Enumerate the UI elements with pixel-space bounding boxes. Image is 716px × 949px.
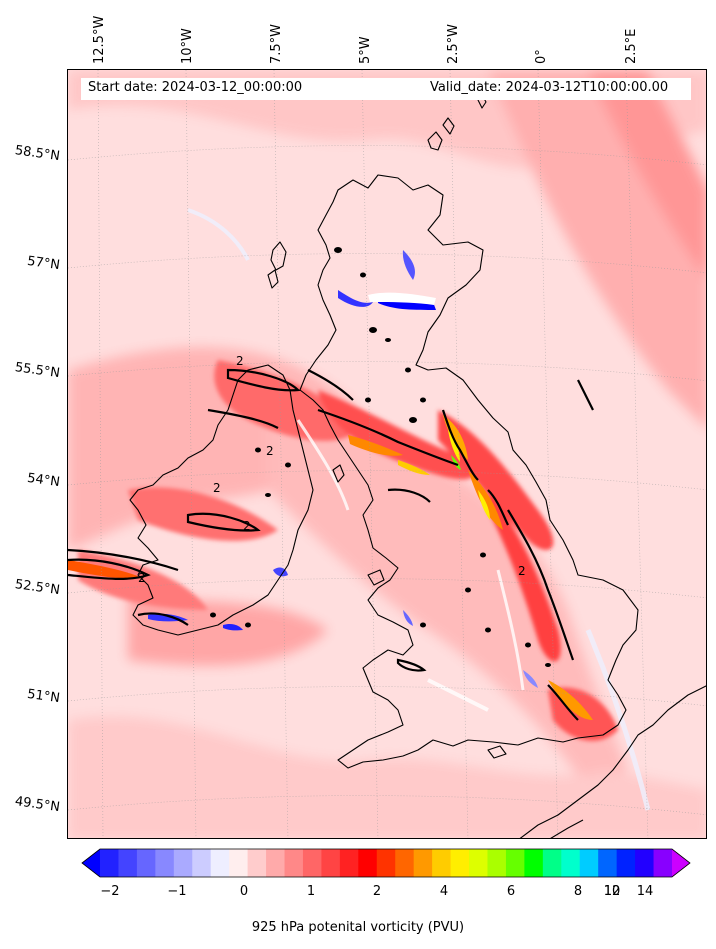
colorbar-segment — [413, 849, 433, 877]
colorbar-extend-min — [82, 849, 100, 877]
colorbar-segment — [339, 849, 359, 877]
colorbar-tick-label: 4 — [439, 884, 449, 899]
colorbar-segment — [118, 849, 138, 877]
start-date: Start date: 2024-03-12_00:00:00 — [88, 80, 303, 95]
colorbar-tick-label: −1 — [167, 884, 187, 899]
colorbar-segment — [579, 849, 599, 877]
lat-label-57n: 57°N — [26, 253, 61, 274]
colorbar-tick-label: 10 — [603, 884, 621, 899]
colorbar-extend-max — [672, 849, 690, 877]
colorbar-outline — [81, 848, 691, 878]
lat-label-54n: 54°N — [26, 470, 61, 491]
map-panel: 2 2 2 2 2 2 Start date: 2024-03-12_00:00… — [67, 69, 707, 839]
contour-label: 2 — [518, 564, 526, 578]
colorbar-segment — [284, 849, 304, 877]
colorbar-segment — [321, 849, 341, 877]
colorbar-segment — [524, 849, 544, 877]
colorbar-segment — [210, 849, 230, 877]
lon-label-2.5w: 2.5°W — [446, 23, 461, 64]
contour-label: 2 — [236, 354, 244, 368]
colorbar-tick-label: 1 — [306, 884, 316, 899]
lon-label-10w: 10°W — [180, 28, 195, 64]
colorbar-segment — [358, 849, 378, 877]
colorbar-tick-label: 0 — [239, 884, 249, 899]
colorbar-segment — [266, 849, 286, 877]
colorbar-segment — [247, 849, 267, 877]
lon-label-7.5w: 7.5°W — [269, 23, 284, 64]
lat-label-49.5n: 49.5°N — [13, 794, 61, 816]
colorbar-segment — [302, 849, 322, 877]
colorbar-segment — [376, 849, 396, 877]
colorbar-tick-label: 8 — [573, 884, 583, 899]
colorbar-segment — [616, 849, 636, 877]
lat-label-52.5n: 52.5°N — [13, 577, 61, 599]
colorbar-tick-label: 12 — [603, 884, 621, 899]
colorbar-segment — [598, 849, 618, 877]
colorbar-segment — [192, 849, 212, 877]
contour-label: 2 — [266, 444, 274, 458]
colorbar-tick-label: 6 — [506, 884, 516, 899]
colorbar-segment — [653, 849, 673, 877]
colorbar-tick-label: 2 — [372, 884, 382, 899]
colorbar-segment — [542, 849, 562, 877]
colorbar — [81, 848, 691, 878]
date-banner — [81, 78, 691, 100]
colorbar-segment — [100, 849, 119, 877]
lon-label-2.5e: 2.5°E — [624, 28, 639, 64]
lat-label-58.5n: 58.5°N — [13, 143, 61, 165]
lon-label-5w: 5°W — [358, 36, 373, 64]
colorbar-segment — [505, 849, 525, 877]
lon-label-12.5w: 12.5°W — [92, 15, 107, 64]
colorbar-segment — [450, 849, 470, 877]
contour-label: 2 — [138, 571, 146, 585]
colorbar-segment — [395, 849, 415, 877]
colorbar-segment — [469, 849, 488, 877]
contour-label: 2 — [243, 519, 251, 533]
colorbar-segment — [561, 849, 581, 877]
pv-field-map: 2 2 2 2 2 2 — [68, 70, 706, 838]
contour-label: 2 — [213, 481, 221, 495]
colorbar-title: 925 hPa potenital vorticity (PVU) — [251, 920, 465, 935]
lon-label-0: 0° — [534, 49, 549, 64]
colorbar-segment — [432, 849, 452, 877]
colorbar-segment — [155, 849, 175, 877]
colorbar-segment — [173, 849, 193, 877]
colorbar-tick-label: 14 — [636, 884, 654, 899]
colorbar-segment — [229, 849, 249, 877]
lat-label-51n: 51°N — [26, 686, 61, 707]
colorbar-segment — [487, 849, 507, 877]
colorbar-tick-label: −2 — [100, 884, 120, 899]
valid-date: Valid_date: 2024-03-12T10:00:00.00 — [430, 80, 669, 95]
colorbar-segment — [635, 849, 655, 877]
colorbar-segment — [136, 849, 156, 877]
lat-label-55.5n: 55.5°N — [13, 360, 61, 382]
